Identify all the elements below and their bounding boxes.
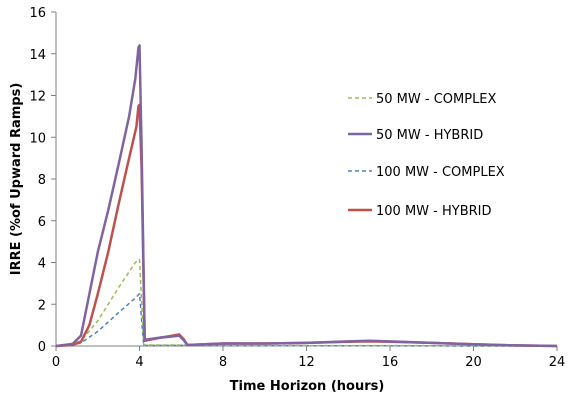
legend-label: 50 MW - HYBRID [376,128,483,143]
x-ticks: 0 4 8 12 16 20 24 [52,346,565,370]
x-tick-label: 20 [465,355,482,370]
series-line-2 [55,44,558,348]
x-tick-label: 12 [298,355,315,370]
y-axis-title: IRRE (%of Upward Ramps) [9,83,24,276]
y-tick-label: 12 [29,90,46,105]
legend-label: 100 MW - HYBRID [376,204,491,219]
y-tick-label: 8 [38,173,46,188]
x-tick-label: 8 [219,355,227,370]
x-tick-label: 16 [382,355,399,370]
x-axis-title: Time Horizon (hours) [230,379,385,394]
x-tick-label: 4 [135,355,143,370]
y-tick-label: 0 [38,340,46,355]
series-line-3 [55,293,557,347]
y-ticks: 0 2 4 6 8 10 12 14 16 [29,6,56,355]
x-tick-label: 24 [549,355,566,370]
y-tick-label: 16 [29,6,46,21]
y-tick-label: 6 [38,215,46,230]
legend-label: 100 MW - COMPLEX [376,165,505,180]
legend: 50 MW - COMPLEX 50 MW - HYBRID 100 MW - CO… [348,92,505,219]
y-tick-label: 14 [29,48,46,63]
series-layer [55,44,558,348]
x-tick-label: 0 [52,355,60,370]
y-tick-label: 4 [38,257,46,272]
y-tick-label: 2 [38,298,46,313]
series-line-1 [55,258,558,347]
legend-label: 50 MW - COMPLEX [376,92,497,107]
y-tick-label: 10 [29,131,46,146]
